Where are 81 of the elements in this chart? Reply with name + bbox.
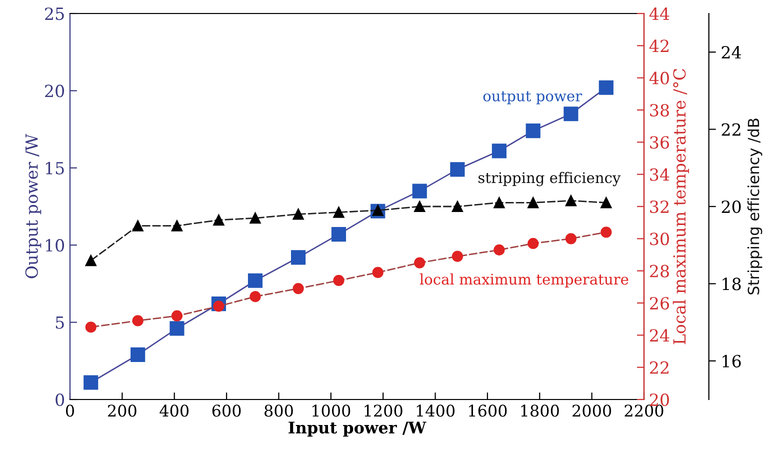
point	[331, 227, 346, 242]
point	[452, 200, 464, 212]
point	[333, 206, 344, 218]
point	[600, 226, 612, 238]
y2-tick-label: 36	[650, 136, 670, 149]
y3-axis-title: Stripping efficiency /dB	[747, 118, 762, 294]
point	[450, 162, 465, 177]
x-tick-label: 1400	[416, 404, 455, 417]
point	[528, 197, 539, 208]
x-tick-label: 200	[108, 404, 136, 417]
series-label: output power	[483, 91, 582, 104]
point	[292, 208, 304, 220]
point	[526, 124, 540, 138]
y3-tick-label: 20	[722, 200, 741, 214]
point	[132, 315, 144, 326]
y2-tick-label: 38	[650, 104, 669, 117]
y2-tick-label: 20	[650, 393, 669, 406]
x-tick-label: 0	[66, 404, 74, 417]
y3-tick-label: 22	[722, 123, 740, 136]
point	[565, 195, 576, 206]
point	[372, 266, 384, 278]
y-tick-label: 25	[45, 7, 64, 20]
y2-axis-title: Local maximum temperature /°C	[672, 68, 689, 344]
y2-tick-label: 26	[650, 296, 670, 310]
point	[598, 80, 614, 95]
point	[291, 250, 306, 265]
point	[492, 144, 506, 158]
x-tick-label: 1800	[521, 404, 559, 417]
y-tick-label: 0	[56, 393, 64, 406]
point	[250, 291, 261, 302]
point	[85, 254, 96, 266]
point	[292, 282, 304, 294]
point	[564, 106, 578, 122]
x-tick-label: 1200	[364, 404, 402, 417]
y-tick-label: 5	[56, 316, 64, 329]
y2-tick-label: 42	[649, 40, 668, 52]
point	[171, 220, 183, 232]
y2-tick-label: 32	[650, 200, 668, 214]
point	[600, 197, 612, 208]
series-label: stripping efficiency	[478, 172, 621, 186]
y3-tick-label: 24	[722, 46, 742, 58]
y-tick-label: 10	[46, 239, 64, 252]
y3-tick-label: 16	[722, 354, 741, 368]
y2-tick-label: 24	[650, 329, 670, 342]
point	[494, 197, 505, 208]
point	[248, 273, 263, 288]
x-tick-label: 600	[212, 404, 241, 417]
point	[528, 238, 539, 250]
point	[452, 250, 464, 262]
y-axis-title: Output power /W	[25, 134, 42, 278]
point	[85, 322, 96, 333]
point	[565, 233, 576, 244]
x-tick-label: 800	[264, 404, 293, 417]
y2-tick-label: 44	[649, 7, 670, 20]
point	[171, 310, 183, 322]
point	[494, 244, 505, 256]
x-axis-title: Input power /W	[288, 422, 426, 437]
x-tick-label: 1600	[469, 404, 507, 417]
point	[250, 212, 261, 224]
y2-tick-label: 34	[650, 168, 670, 181]
point	[170, 321, 184, 336]
y3-tick-label: 18	[722, 278, 741, 290]
point	[414, 257, 426, 268]
point	[414, 200, 426, 212]
point	[84, 375, 98, 390]
point	[213, 214, 224, 226]
y2-tick-label: 28	[650, 264, 669, 278]
series-label: local maximum temperature	[420, 273, 628, 288]
point	[412, 184, 427, 198]
point	[132, 220, 144, 232]
x-tick-label: 400	[160, 404, 189, 417]
point	[333, 274, 344, 286]
x-tick-label: 1000	[312, 404, 350, 417]
y2-tick-label: 40	[649, 72, 669, 84]
point	[130, 347, 146, 362]
x-tick-label: 2200	[624, 404, 664, 417]
x-tick-label: 2000	[572, 404, 612, 417]
y-tick-label: 20	[45, 84, 64, 98]
y2-tick-label: 30	[650, 232, 669, 246]
y2-tick-label: 22	[650, 361, 668, 374]
y-tick-label: 15	[46, 162, 64, 174]
